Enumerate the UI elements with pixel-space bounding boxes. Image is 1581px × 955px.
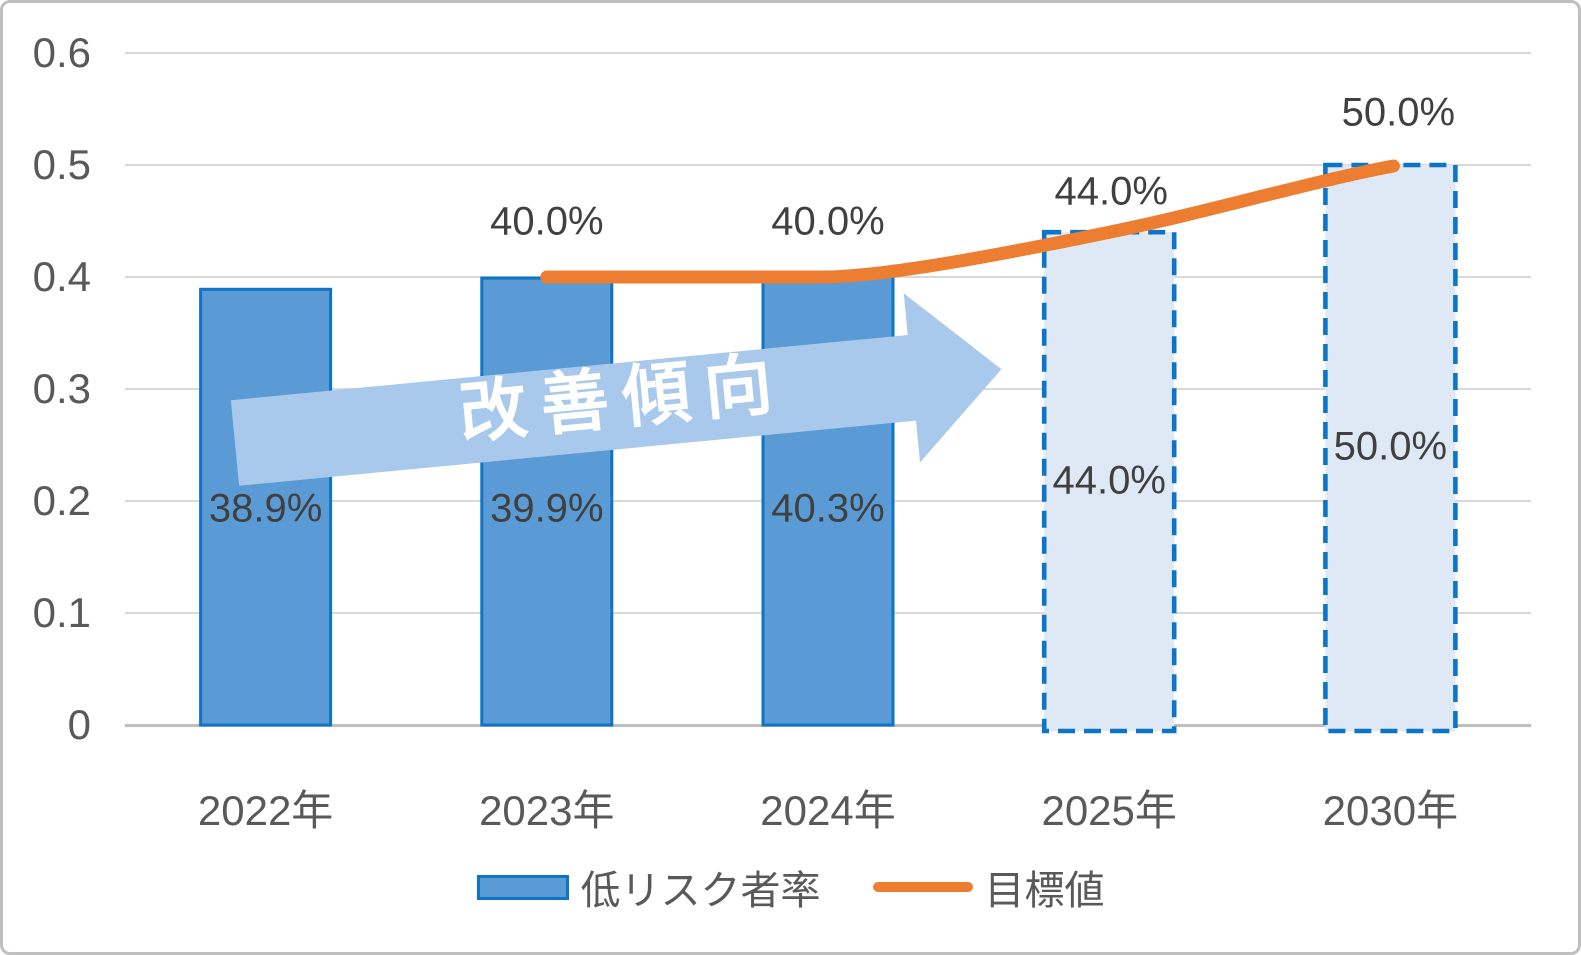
bar-value-label: 50.0% <box>1333 424 1448 469</box>
y-axis-tick-label: 0.6 <box>32 29 91 76</box>
y-axis-tick-label: 0.2 <box>32 477 91 524</box>
bar-value-label: 39.9% <box>490 486 604 531</box>
bar-series-swatch-icon <box>476 874 569 900</box>
improvement-arrow-shape <box>230 293 1002 486</box>
label-layer: 2022年 2023年 2024年 2025年 2030年 38.9% 39.9% 40.3%… <box>3 3 1578 952</box>
target-value-label: 50.0% <box>1341 90 1456 135</box>
y-axis-tick-label: 0.1 <box>32 589 91 636</box>
x-axis-category-label: 2023年 <box>479 787 615 834</box>
chart-legend: 低リスク者率 目標値 <box>3 859 1578 915</box>
target-value-label: 40.0% <box>490 199 604 244</box>
gridline <box>125 52 1531 54</box>
bar-value-label: 38.9% <box>208 486 323 531</box>
bar-2023年 <box>480 276 614 727</box>
x-axis-category-label: 2024年 <box>760 787 896 834</box>
x-axis-category-label: 2025年 <box>1041 787 1177 834</box>
y-axis-tick-label: 0.4 <box>32 253 91 300</box>
target-line <box>540 159 1400 284</box>
y-axis-tick-label: 0.3 <box>32 365 91 412</box>
plot-area: 改善傾向 <box>199 159 1458 734</box>
bar-2022年 <box>199 287 333 727</box>
bar-value-label: 44.0% <box>1052 458 1166 503</box>
y-axis-tick-label: 0 <box>67 701 91 748</box>
y-axis-tick-label: 0.5 <box>32 141 91 188</box>
target-line-swatch-icon <box>872 882 973 892</box>
legend-item-target-line: 目標値 <box>872 858 1105 916</box>
target-value-label: 40.0% <box>771 199 885 244</box>
bar-value-label: 40.3% <box>771 486 885 531</box>
bar-series-legend-label: 低リスク者率 <box>580 869 821 913</box>
x-axis-category-label: 2030年 <box>1322 787 1459 834</box>
legend-item-bar-series: 低リスク者率 <box>476 858 821 916</box>
target-value-label: 44.0% <box>1054 169 1168 214</box>
x-axis-category-label: 2022年 <box>197 787 334 834</box>
bar-2025年 <box>1041 229 1177 734</box>
target-line-legend-label: 目標値 <box>984 869 1105 913</box>
gridline <box>125 164 1531 166</box>
